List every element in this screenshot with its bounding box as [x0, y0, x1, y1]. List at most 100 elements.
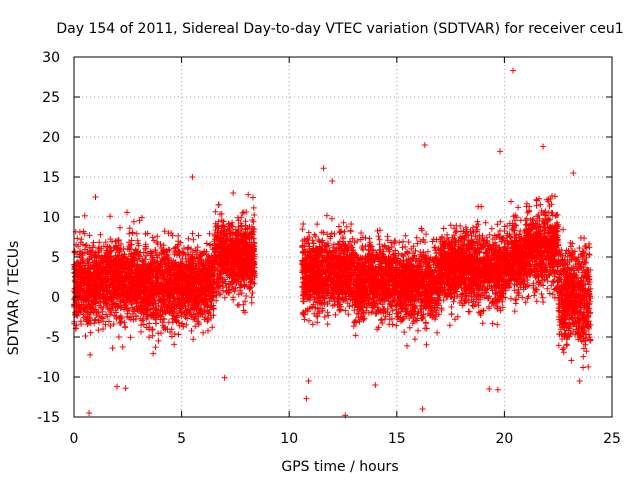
data-point — [88, 302, 95, 309]
data-point — [235, 291, 242, 298]
data-point — [87, 351, 94, 358]
data-point — [102, 239, 109, 246]
data-point — [77, 280, 84, 287]
data-point — [342, 307, 349, 314]
data-point — [215, 201, 222, 208]
data-point — [110, 321, 117, 327]
data-point — [102, 321, 109, 328]
data-point — [117, 224, 123, 231]
data-point — [76, 293, 83, 299]
data-point — [332, 311, 339, 318]
data-point — [98, 314, 105, 321]
data-point — [124, 209, 130, 216]
data-point — [138, 328, 144, 335]
data-point — [78, 301, 85, 308]
data-point — [152, 344, 159, 351]
data-point — [80, 228, 87, 235]
data-point — [128, 301, 135, 308]
data-point — [250, 204, 257, 211]
data-point — [190, 336, 197, 343]
data-point — [86, 270, 93, 277]
data-point — [85, 318, 92, 325]
data-point — [175, 232, 182, 239]
data-point — [83, 242, 90, 249]
data-point — [190, 236, 197, 243]
data-point — [112, 238, 119, 245]
data-point — [300, 221, 307, 227]
data-point — [221, 294, 228, 301]
data-point — [76, 305, 83, 312]
data-point — [138, 322, 145, 329]
data-point — [311, 231, 318, 238]
data-point — [75, 274, 82, 281]
data-point — [80, 257, 87, 264]
data-point — [328, 230, 335, 237]
data-point — [245, 191, 252, 198]
data-point — [314, 221, 321, 228]
data-point — [73, 283, 80, 290]
data-point — [340, 219, 347, 226]
data-point — [103, 247, 110, 254]
data-point — [149, 332, 156, 339]
data-point — [95, 327, 102, 334]
data-point — [109, 345, 116, 352]
data-point — [87, 283, 94, 290]
data-point — [89, 271, 96, 278]
data-point — [347, 227, 354, 234]
data-point — [115, 334, 122, 340]
data-point — [88, 287, 95, 294]
data-point — [324, 321, 331, 328]
data-point — [248, 299, 255, 306]
data-point — [130, 218, 137, 225]
data-point — [86, 244, 93, 251]
data-point — [78, 285, 84, 292]
data-point — [83, 296, 90, 303]
data-point — [393, 322, 400, 329]
data-point — [149, 234, 156, 241]
data-point — [152, 320, 159, 327]
data-point — [107, 322, 114, 329]
data-point — [82, 306, 89, 313]
data-point — [79, 270, 86, 277]
data-point — [155, 330, 162, 337]
data-point — [71, 248, 78, 255]
data-point — [309, 237, 316, 244]
data-point — [77, 259, 84, 266]
data-point — [321, 313, 328, 320]
data-point — [195, 232, 202, 239]
data-point — [150, 237, 157, 244]
data-point — [78, 321, 85, 327]
data-point — [85, 290, 92, 297]
data-point — [80, 273, 87, 280]
data-point — [305, 229, 312, 236]
data-point — [249, 290, 256, 296]
data-point — [82, 333, 89, 339]
data-point — [87, 249, 94, 256]
data-point — [92, 316, 99, 323]
data-point — [85, 266, 92, 272]
data-point — [78, 266, 85, 273]
data-point — [348, 221, 355, 227]
data-point — [83, 317, 90, 324]
data-point — [107, 213, 114, 220]
data-point — [375, 233, 382, 240]
data-point — [306, 317, 312, 324]
data-point — [87, 329, 94, 336]
data-point — [175, 331, 182, 338]
data-point — [75, 302, 81, 309]
data-point — [299, 226, 306, 233]
data-point — [345, 311, 352, 318]
data-point — [79, 241, 86, 248]
data-point — [86, 232, 93, 239]
data-point — [122, 323, 129, 330]
data-point — [150, 350, 157, 357]
data-point — [250, 194, 256, 201]
data-point — [325, 312, 332, 319]
data-point — [72, 289, 79, 296]
data-point — [189, 230, 196, 237]
data-point — [129, 230, 136, 236]
data-point — [106, 318, 112, 325]
data-point — [239, 210, 246, 216]
data-point — [324, 309, 331, 316]
data-point — [86, 314, 93, 321]
